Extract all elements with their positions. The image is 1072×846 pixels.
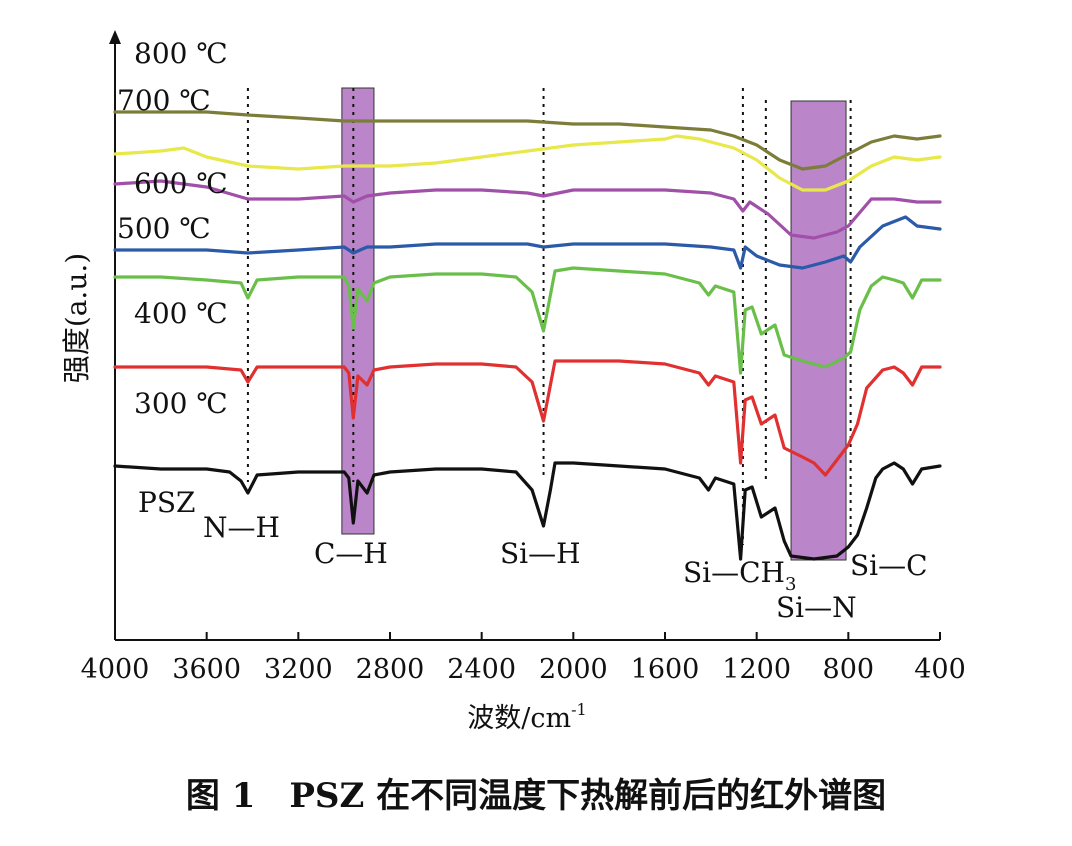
series-label: 800 ℃ [134,37,228,70]
series-label: 700 ℃ [117,84,211,117]
highlight-bands [341,87,847,561]
series-labels: 800 ℃ 700 ℃ 600 ℃ 500 ℃ 400 ℃ 300 ℃ PSZ [117,37,228,519]
x-tick-label: 2400 [447,654,516,685]
band-2 [790,100,847,561]
peak-label: Si—CH3 [683,556,796,595]
series-lines [113,110,942,561]
series-label: 400 ℃ [134,297,228,330]
ftir-chart: 4000 3600 3200 2800 2400 2000 1600 1200 800 400 8… [60,30,966,734]
x-tick-label: 2000 [539,654,608,685]
peak-label: N—H [203,511,280,544]
series-label: 600 ℃ [134,167,228,200]
axes [109,30,940,641]
peak-label: Si—H [500,537,581,570]
series-line-1 [113,110,942,171]
x-axis-label-sup: -1 [571,700,587,719]
series-line-5 [113,266,942,375]
x-tick-label: 4000 [81,654,150,685]
series-line-4 [113,215,942,270]
figure-caption: 图 1 PSZ 在不同温度下热解前后的红外谱图 [185,776,887,816]
x-axis-label: 波数/cm-1 [467,700,586,734]
series-line-6 [113,359,942,477]
x-tick-label: 2800 [356,654,425,685]
y-axis-label: 强度(a.u.) [60,253,93,383]
series-label: 500 ℃ [117,212,211,245]
x-tick-label: 3200 [264,654,333,685]
x-ticks: 4000 3600 3200 2800 2400 2000 1600 1200 800 400 [81,632,966,685]
series-label: 300 ℃ [134,387,228,420]
x-tick-label: 400 [914,654,966,685]
series-label: PSZ [138,486,195,519]
x-axis-label-main: 波数/cm [467,703,571,734]
y-axis-arrow [109,30,121,44]
series-line-3 [113,179,942,240]
vertical-markers [246,88,852,545]
series-line-2 [113,134,942,192]
band-1 [341,87,375,535]
x-tick-label: 1200 [722,654,791,685]
x-tick-label: 1600 [631,654,700,685]
x-tick-label: 3600 [172,654,241,685]
peak-label: Si—C [850,549,928,582]
series-line-7 [113,461,942,561]
peak-label: C—H [314,537,388,570]
x-tick-label: 800 [823,654,875,685]
peak-label: Si—N [776,591,857,624]
